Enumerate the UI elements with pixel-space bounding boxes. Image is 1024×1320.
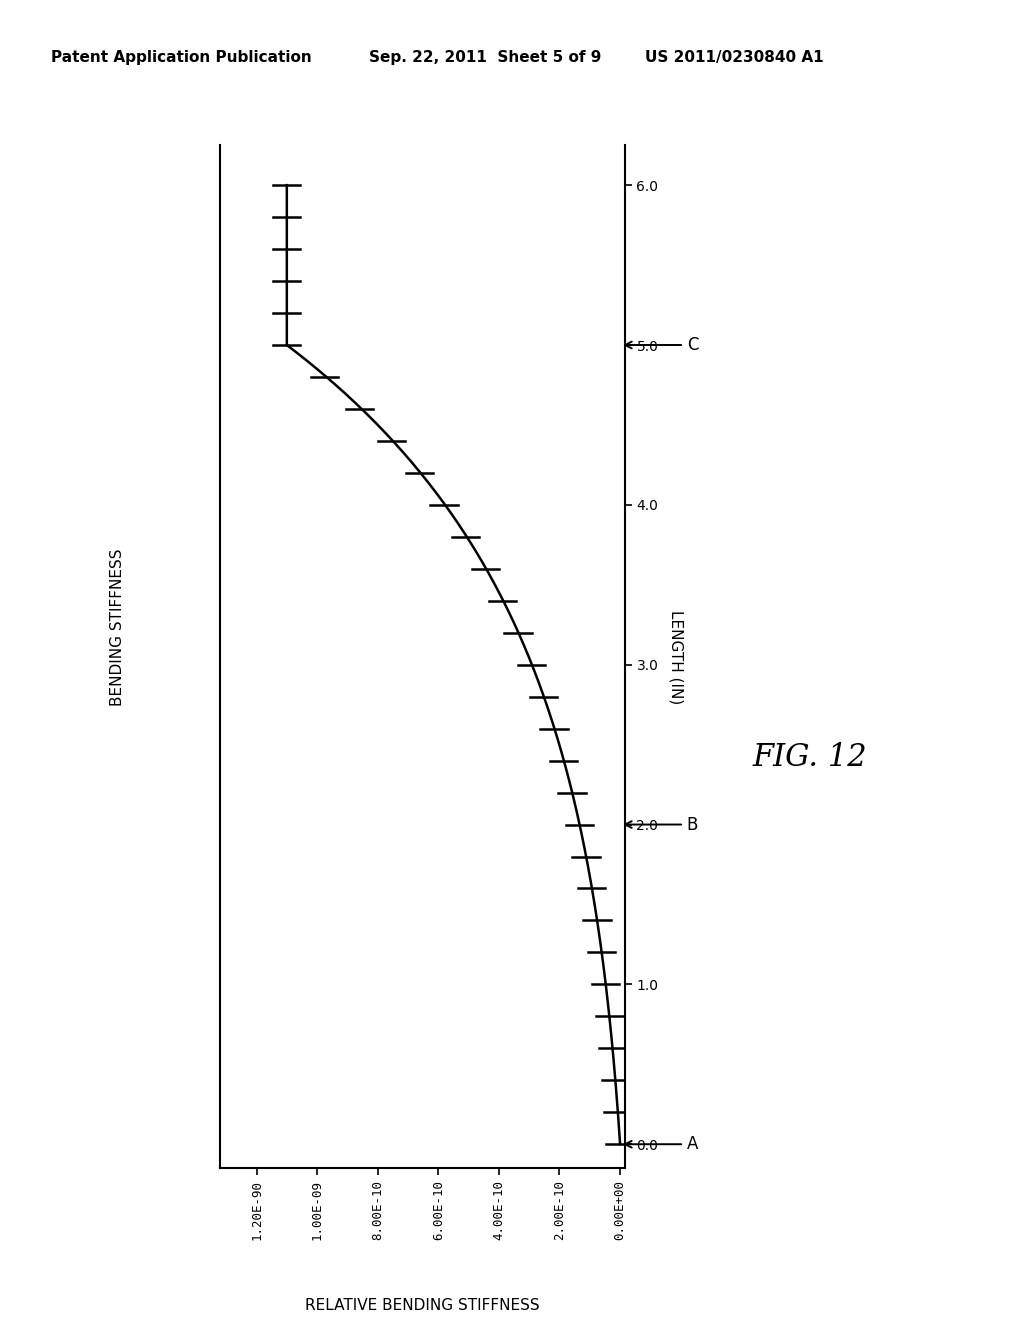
Text: Patent Application Publication: Patent Application Publication (51, 50, 312, 65)
Text: FIG. 12: FIG. 12 (753, 742, 867, 772)
Text: US 2011/0230840 A1: US 2011/0230840 A1 (645, 50, 823, 65)
Text: C: C (625, 337, 698, 354)
Text: A: A (625, 1135, 698, 1154)
Text: BENDING STIFFNESS: BENDING STIFFNESS (111, 548, 125, 706)
Y-axis label: LENGTH (IN): LENGTH (IN) (669, 610, 683, 704)
Text: B: B (625, 816, 698, 833)
Text: Sep. 22, 2011  Sheet 5 of 9: Sep. 22, 2011 Sheet 5 of 9 (369, 50, 601, 65)
X-axis label: RELATIVE BENDING STIFFNESS: RELATIVE BENDING STIFFNESS (305, 1299, 540, 1313)
